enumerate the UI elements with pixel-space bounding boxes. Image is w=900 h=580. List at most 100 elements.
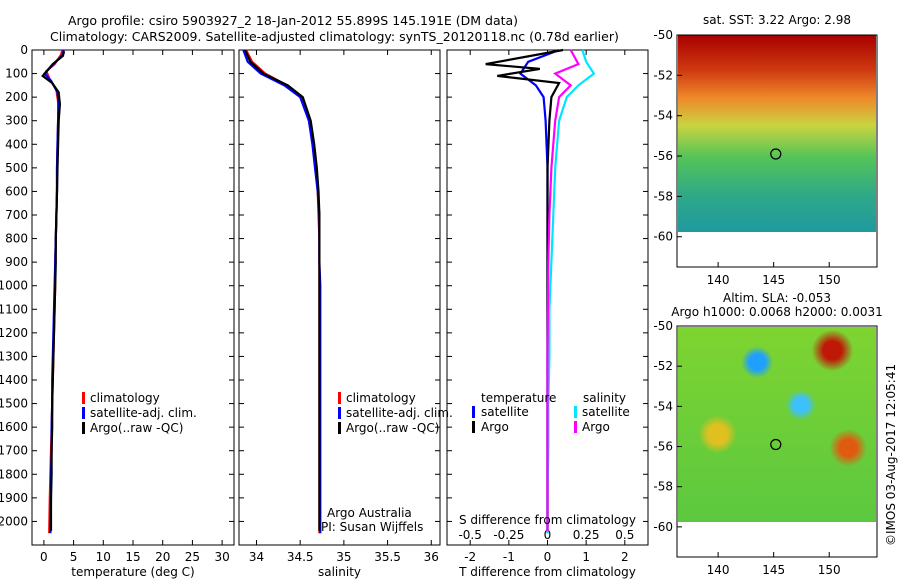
x-axis-label-temperature: temperature (deg C) bbox=[71, 565, 194, 579]
figure-title-line1: Argo profile: csiro 5903927_2 18-Jan-201… bbox=[68, 13, 519, 28]
x-tick-label-difference: 2 bbox=[621, 550, 629, 564]
x-tick-label-difference: -1 bbox=[503, 550, 515, 564]
map-x-tick-label-sat-sst-map: 140 bbox=[707, 273, 730, 287]
legend-swatch-difference bbox=[574, 421, 577, 433]
x-tick-label-salinity: 34 bbox=[249, 550, 264, 564]
argo-position-marker-sat-sst-map bbox=[770, 148, 782, 160]
x-axis-label-difference: T difference from climatology bbox=[458, 565, 636, 579]
map-y-tick-label-sat-sst-map: -52 bbox=[653, 68, 673, 82]
y-tick-label-depth: 400 bbox=[5, 137, 28, 151]
map-x-tick-label-altim-sla-map: 140 bbox=[707, 563, 730, 577]
x-tick-label-salinity: 36 bbox=[424, 550, 439, 564]
map-y-tick-label-sat-sst-map: -56 bbox=[653, 149, 673, 163]
legend-label-salinity: Argo(..raw -QC) bbox=[346, 421, 439, 435]
map-y-tick-label-altim-sla-map: -58 bbox=[653, 480, 673, 494]
map-x-tick-label-altim-sla-map: 150 bbox=[818, 563, 841, 577]
map-frame-sat-sst-map bbox=[676, 34, 878, 268]
series-line-temperature-argo bbox=[485, 48, 564, 531]
argo-position-marker-altim-sla-map bbox=[770, 438, 782, 451]
x-tick-label-temperature: 30 bbox=[214, 550, 229, 564]
annotation-pi: PI: Susan Wijffels bbox=[321, 520, 423, 534]
x-top-tick-label-difference: 0.25 bbox=[573, 528, 600, 542]
legend-swatch-temperature bbox=[82, 422, 85, 434]
legend-label-salinity: climatology bbox=[346, 391, 416, 405]
legend-swatch-temperature bbox=[82, 392, 85, 404]
x-tick-label-salinity: 34.5 bbox=[287, 550, 314, 564]
legend-swatch-salinity bbox=[338, 407, 341, 419]
series-line-argo-raw-qc- bbox=[41, 50, 66, 531]
plot-frame-temperature bbox=[31, 49, 235, 546]
map-frame-altim-sla-map bbox=[676, 325, 878, 558]
y-tick-label-depth: 900 bbox=[5, 255, 28, 269]
x-axis-label-top-difference: S difference from climatology bbox=[459, 513, 636, 527]
y-tick-label-depth: 1900 bbox=[0, 491, 28, 505]
map-y-tick-label-sat-sst-map: -60 bbox=[653, 230, 673, 244]
legend-title-salinity: salinity bbox=[583, 391, 626, 405]
map-y-tick-label-altim-sla-map: -54 bbox=[653, 399, 673, 413]
legend-swatch-temperature bbox=[82, 407, 85, 419]
x-top-tick-label-difference: 0.5 bbox=[615, 528, 634, 542]
legend-swatch-salinity bbox=[338, 392, 341, 404]
map-x-tick-label-sat-sst-map: 145 bbox=[762, 273, 785, 287]
series-line-temperature-satellite bbox=[518, 48, 560, 534]
x-top-tick-label-difference: -0.5 bbox=[458, 528, 481, 542]
y-tick-label-depth: 1200 bbox=[0, 326, 28, 340]
x-tick-label-difference: -2 bbox=[464, 550, 476, 564]
legend-label-temperature: climatology bbox=[90, 391, 160, 405]
series-line-argo-raw-qc- bbox=[244, 49, 321, 531]
x-tick-label-difference: 0 bbox=[544, 550, 552, 564]
map-title-altim-sla-map: Argo h1000: 0.0068 h2000: 0.0031 bbox=[671, 305, 883, 319]
legend-swatch-difference bbox=[472, 406, 475, 418]
x-top-tick-label-difference: -0.25 bbox=[493, 528, 524, 542]
x-tick-label-temperature: 10 bbox=[96, 550, 111, 564]
x-tick-label-temperature: 5 bbox=[70, 550, 78, 564]
x-tick-label-temperature: 15 bbox=[125, 550, 140, 564]
legend-label-difference: satellite bbox=[582, 405, 630, 419]
map-y-tick-label-altim-sla-map: -56 bbox=[653, 440, 673, 454]
x-tick-label-temperature: 25 bbox=[185, 550, 200, 564]
series-line-salinity-argo bbox=[546, 49, 580, 531]
y-tick-label-depth: 1300 bbox=[0, 349, 28, 363]
map-x-tick-label-altim-sla-map: 145 bbox=[762, 563, 785, 577]
legend-label-salinity: satellite-adj. clim. bbox=[346, 406, 453, 420]
legend-swatch-difference bbox=[574, 406, 577, 418]
y-tick-label-depth: 1500 bbox=[0, 397, 28, 411]
plot-frame-salinity bbox=[238, 49, 441, 546]
map-x-tick-label-sat-sst-map: 150 bbox=[818, 273, 841, 287]
map-y-tick-label-altim-sla-map: -60 bbox=[653, 520, 673, 534]
map-y-tick-label-sat-sst-map: -50 bbox=[653, 28, 673, 42]
map-y-tick-label-altim-sla-map: -52 bbox=[653, 359, 673, 373]
map-y-tick-label-altim-sla-map: -50 bbox=[653, 319, 673, 333]
map-title-altim-sla-map: Altim. SLA: -0.053 bbox=[723, 291, 831, 305]
map-y-tick-label-sat-sst-map: -58 bbox=[653, 189, 673, 203]
legend-title-temperature: temperature bbox=[481, 391, 556, 405]
x-tick-label-salinity: 35 bbox=[336, 550, 351, 564]
y-tick-label-depth: 100 bbox=[5, 67, 28, 81]
legend-swatch-difference bbox=[472, 421, 475, 433]
annotation-argo-australia: Argo Australia bbox=[327, 506, 412, 520]
legend-label-difference: satellite bbox=[481, 405, 529, 419]
y-tick-label-depth: 700 bbox=[5, 208, 28, 222]
x-top-tick-label-difference: 0 bbox=[544, 528, 552, 542]
y-tick-label-depth: 1700 bbox=[0, 444, 28, 458]
x-axis-label-salinity: salinity bbox=[318, 565, 361, 579]
sla-map-background bbox=[678, 327, 876, 522]
legend-swatch-salinity bbox=[338, 422, 341, 434]
map-y-tick-label-sat-sst-map: -54 bbox=[653, 109, 673, 123]
y-tick-label-depth: 1000 bbox=[0, 279, 28, 293]
y-tick-label-depth: 1100 bbox=[0, 302, 28, 316]
sst-map-background bbox=[678, 35, 876, 232]
legend-label-difference: Argo bbox=[582, 420, 610, 434]
series-line-satellite-adj-clim- bbox=[242, 49, 322, 534]
y-tick-label-depth: 800 bbox=[5, 232, 28, 246]
y-tick-label-depth: 0 bbox=[20, 43, 28, 57]
y-tick-label-depth: 1800 bbox=[0, 467, 28, 481]
y-tick-label-depth: 2000 bbox=[0, 514, 28, 528]
y-tick-label-depth: 500 bbox=[5, 161, 28, 175]
x-tick-label-temperature: 20 bbox=[155, 550, 170, 564]
legend-label-temperature: Argo(..raw -QC) bbox=[90, 421, 183, 435]
x-tick-label-salinity: 35.5 bbox=[374, 550, 401, 564]
y-tick-label-depth: 300 bbox=[5, 114, 28, 128]
figure-title-line2: Climatology: CARS2009. Satellite-adjuste… bbox=[50, 29, 619, 44]
